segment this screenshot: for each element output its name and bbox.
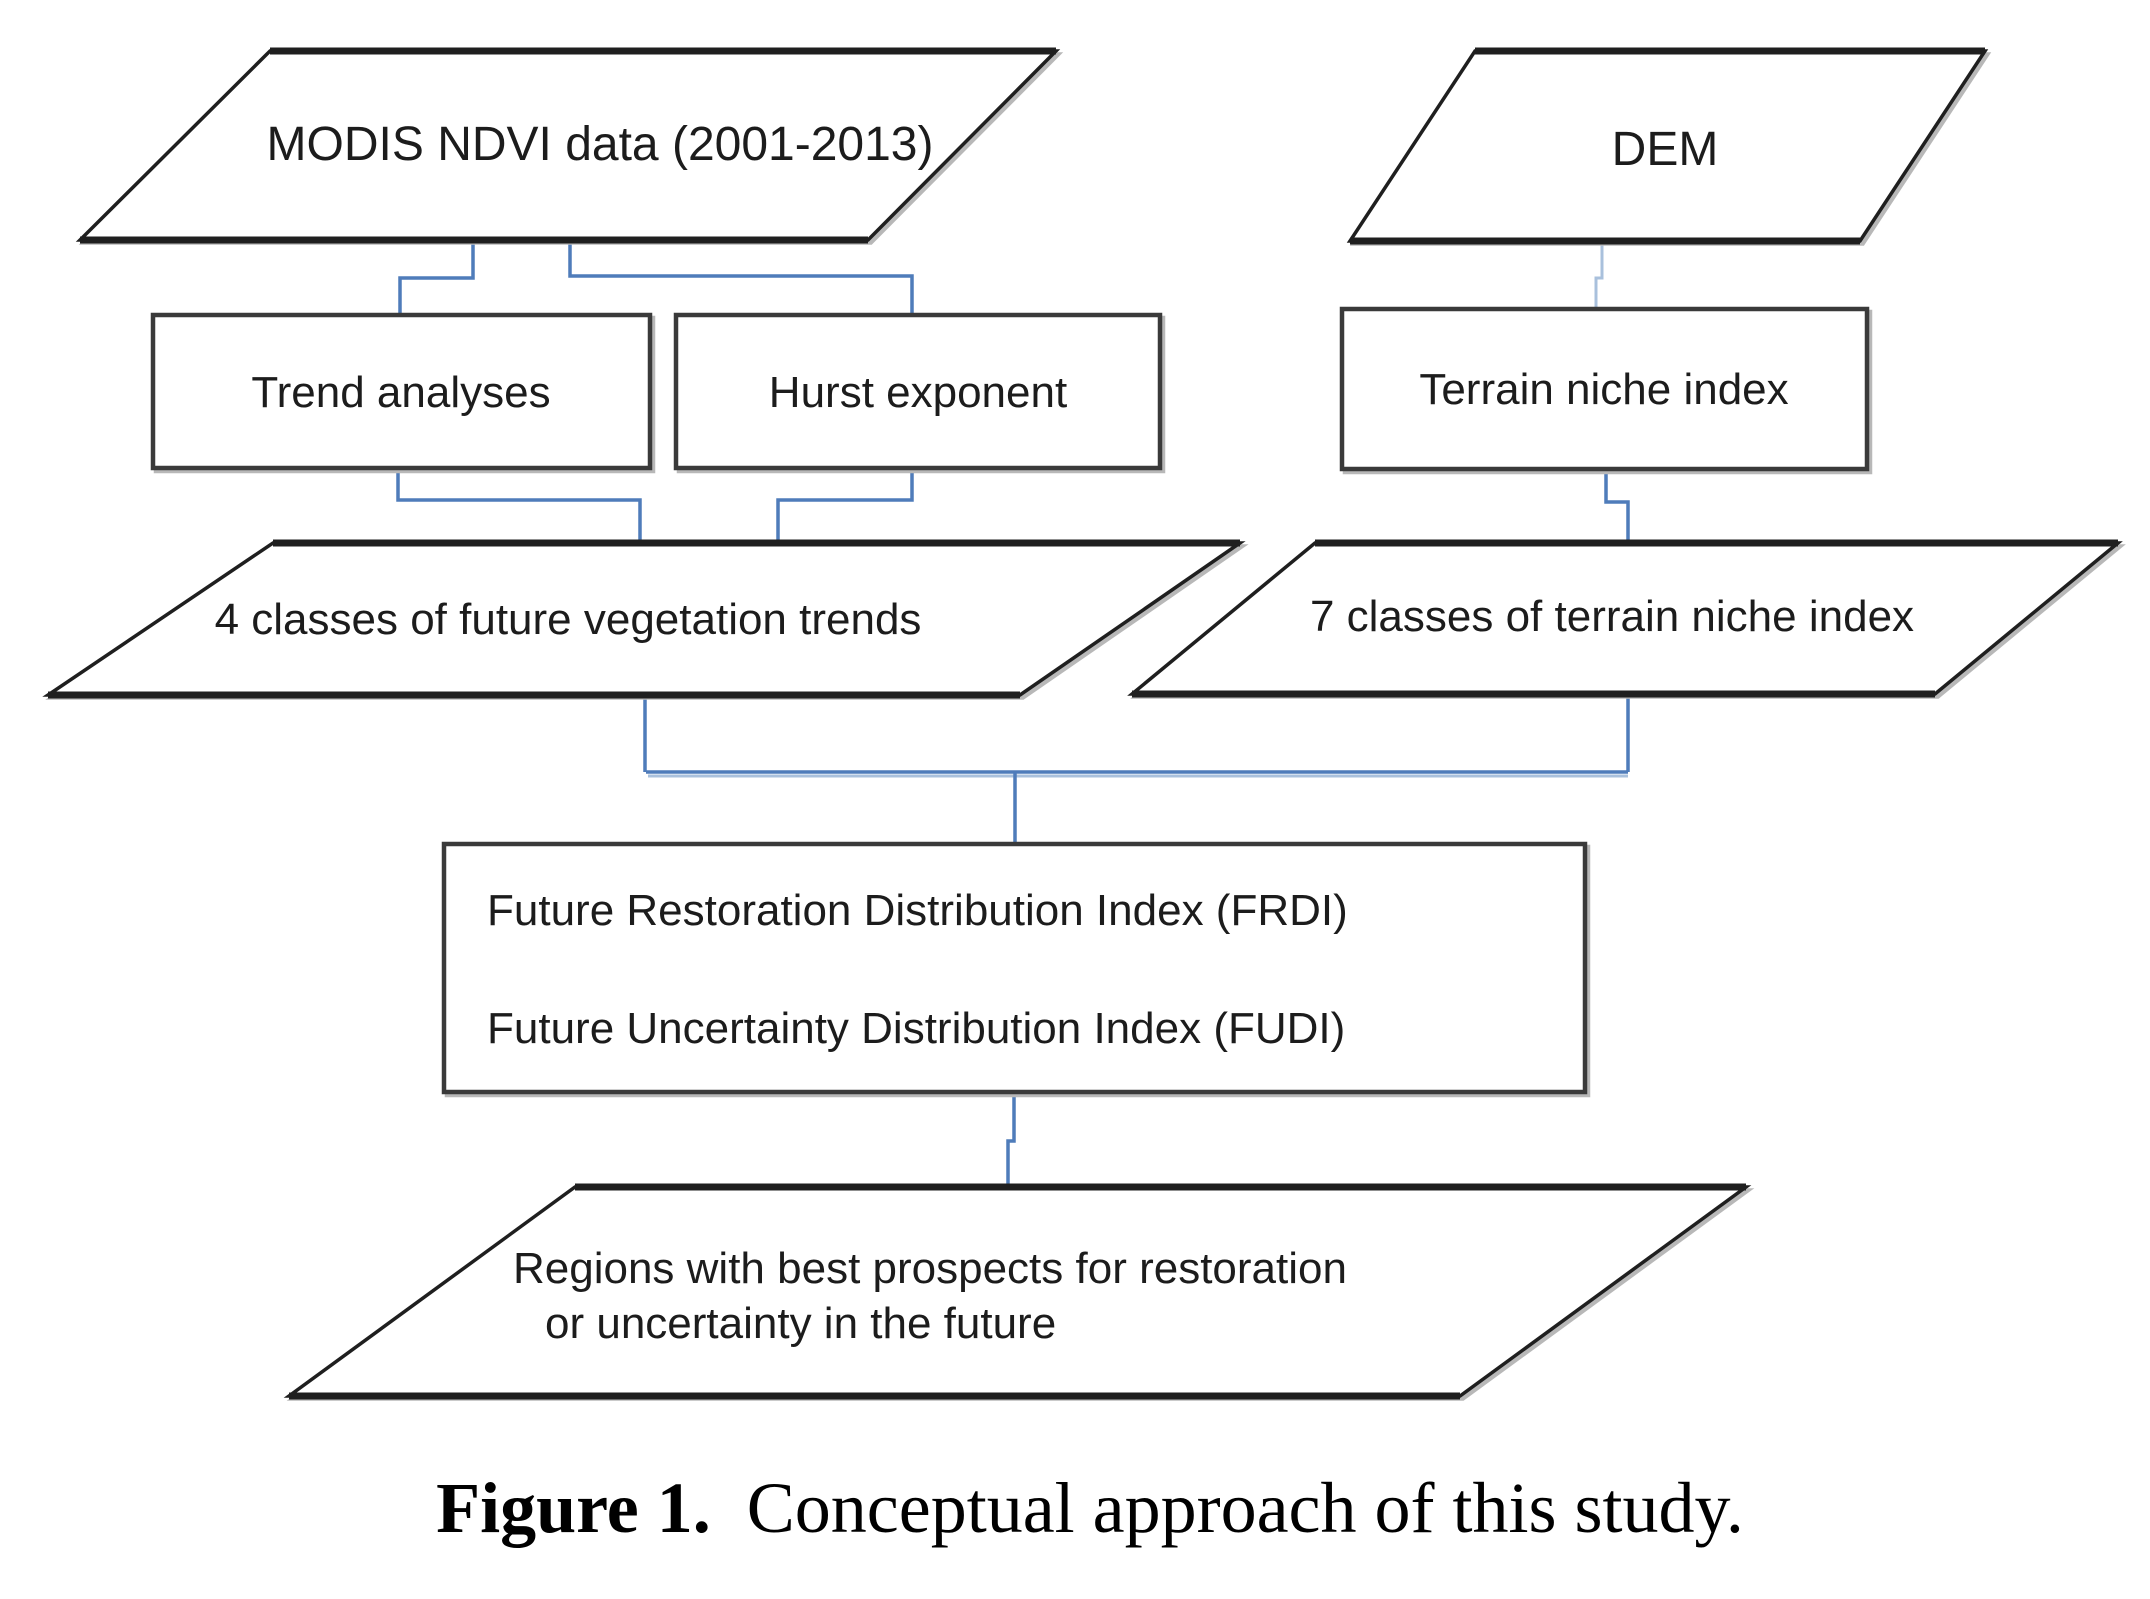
connector-merge-frdi — [646, 770, 1628, 846]
connector-modis-hurst — [568, 241, 914, 318]
node-veg-classes-edges — [48, 539, 1240, 699]
node-frdi-label: Future Restoration Distribution Index (F… — [487, 886, 1348, 935]
node-niche-classes-edges — [1132, 539, 2118, 698]
connector-frdi-regions — [1006, 1093, 1016, 1190]
node-dem-edges — [1350, 47, 1985, 245]
node-trend: Trend analyses — [150, 312, 653, 471]
figure-caption: Figure 1. Conceptual approach of this st… — [436, 1468, 1744, 1548]
node-hurst: Hurst exponent — [673, 312, 1163, 471]
connector-trend-vegclasses — [396, 469, 642, 546]
node-niche-classes: 7 classes of terrain niche index — [1127, 539, 2123, 698]
connector-hurst-vegclasses — [776, 469, 914, 546]
node-niche-classes-label: 7 classes of terrain niche index — [1310, 592, 1914, 641]
node-regions-label-line2: or uncertainty in the future — [545, 1299, 1056, 1348]
node-regions: Regions with best prospects for restorat… — [283, 1183, 1752, 1400]
node-regions-label-line1: Regions with best prospects for restorat… — [513, 1244, 1347, 1293]
figure-caption-number: Figure 1. — [436, 1468, 711, 1548]
node-frdi-fudi: Future Restoration Distribution Index (F… — [441, 841, 1588, 1095]
node-frdi-fudi-shape — [441, 841, 1588, 1095]
node-veg-classes: 4 classes of future vegetation trends — [42, 539, 1246, 699]
node-trend-shape — [150, 312, 653, 471]
node-modis: MODIS NDVI data (2001-2013) — [75, 47, 1061, 244]
node-trend-label: Trend analyses — [251, 368, 550, 417]
node-terrain-label: Terrain niche index — [1419, 365, 1788, 414]
connector-group — [396, 241, 1630, 1190]
node-hurst-label: Hurst exponent — [769, 368, 1067, 417]
connector-dem-terrain — [1594, 242, 1604, 311]
node-modis-label: MODIS NDVI data (2001-2013) — [267, 118, 934, 171]
node-dem-label: DEM — [1612, 123, 1719, 176]
node-modis-edges — [80, 47, 1056, 244]
node-regions-edges — [289, 1183, 1746, 1400]
connector-modis-trend — [398, 241, 475, 318]
node-dem: DEM — [1346, 47, 1989, 245]
connector-terrain-nicheclasses — [1604, 468, 1630, 546]
figure-caption-text: Conceptual approach of this study. — [747, 1468, 1744, 1548]
node-terrain: Terrain niche index — [1339, 306, 1870, 472]
node-terrain-shape — [1339, 306, 1870, 472]
node-veg-classes-label: 4 classes of future vegetation trends — [215, 595, 922, 644]
node-hurst-shape — [673, 312, 1163, 471]
node-fudi-label: Future Uncertainty Distribution Index (F… — [487, 1004, 1345, 1053]
